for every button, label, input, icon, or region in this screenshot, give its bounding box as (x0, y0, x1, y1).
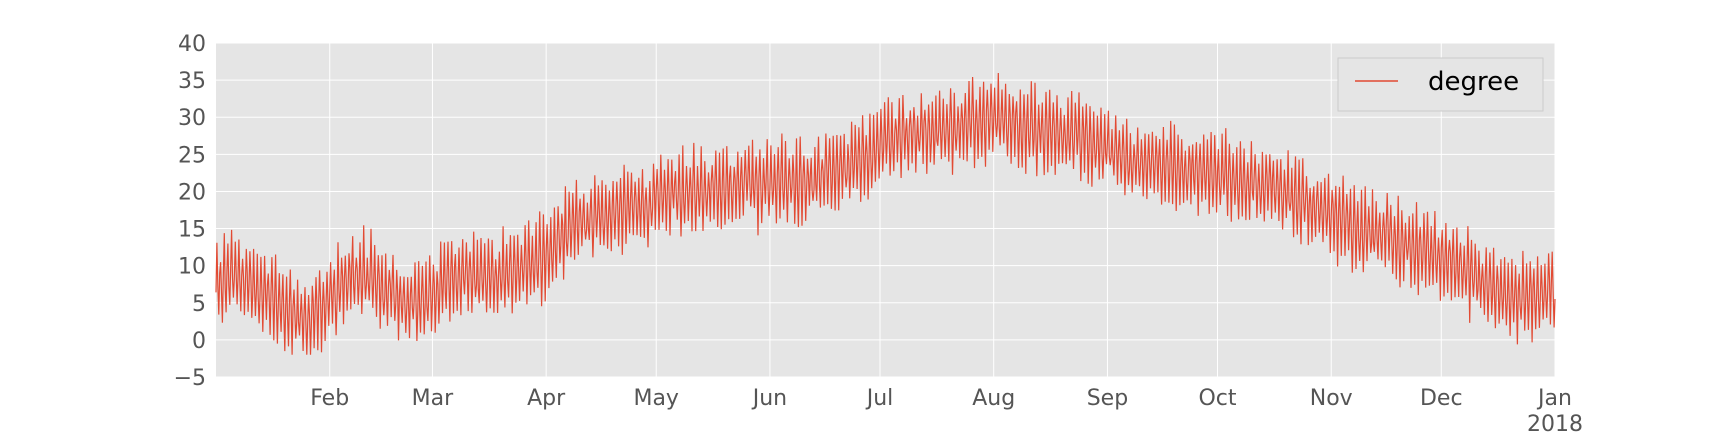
legend-label: degree (1428, 67, 1519, 97)
y-tick-label: 0 (192, 329, 206, 354)
y-tick-label: 20 (178, 180, 206, 205)
y-tick-label: 25 (178, 143, 206, 168)
x-tick-label: Nov (1310, 386, 1353, 411)
y-tick-label: −5 (174, 366, 206, 391)
legend-box (1337, 57, 1544, 112)
x-tick-label: Sep (1087, 386, 1128, 411)
x-tick-label: Oct (1198, 386, 1236, 411)
y-tick-label: 5 (192, 292, 206, 317)
y-tick-label: 35 (178, 69, 206, 94)
ticks: −5 0 5 10 15 20 25 30 35 40 Feb Mar Apr May Jun Jul Aug S… (174, 32, 1583, 432)
series-group (215, 72, 1556, 355)
x-tick-label: Jan 2018 (1527, 386, 1583, 432)
y-tick-label: 30 (178, 106, 206, 131)
x-tick-label: Dec (1420, 386, 1463, 411)
x-tick-label: Feb (310, 386, 349, 411)
legend: degree (1337, 57, 1544, 112)
x-tick-label: Jul (865, 386, 894, 411)
x-tick-label: Jun (751, 386, 787, 411)
x-tick-label: Apr (527, 386, 566, 411)
x-tick-label: Mar (412, 386, 454, 411)
series-line-degree (215, 72, 1556, 355)
x-tick-label: May (633, 386, 678, 411)
y-tick-label: 15 (178, 218, 206, 243)
y-tick-label: 40 (178, 32, 206, 57)
y-tick-label: 10 (178, 255, 206, 280)
x-tick-label: Aug (972, 386, 1015, 411)
